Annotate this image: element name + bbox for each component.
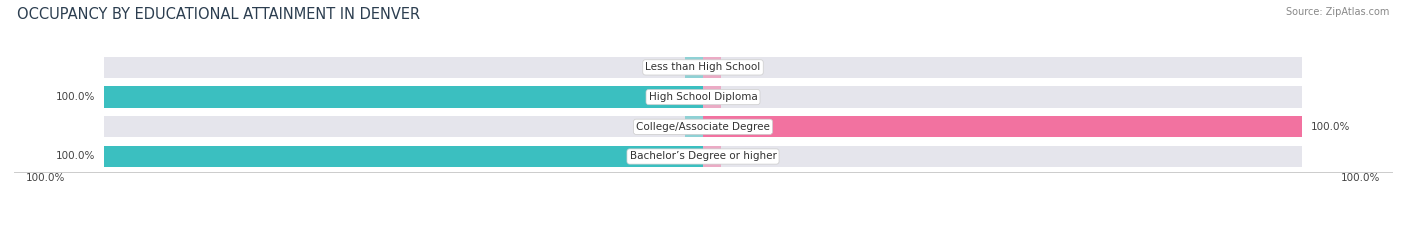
Text: Bachelor’s Degree or higher: Bachelor’s Degree or higher	[630, 151, 776, 161]
Bar	[703, 116, 1302, 137]
Text: 0.0%: 0.0%	[727, 62, 754, 72]
Text: 100.0%: 100.0%	[1340, 173, 1379, 183]
Bar	[104, 86, 1302, 108]
Bar	[685, 57, 703, 78]
Text: 100.0%: 100.0%	[56, 151, 96, 161]
Bar	[703, 146, 721, 167]
Text: Less than High School: Less than High School	[645, 62, 761, 72]
Bar	[703, 57, 721, 78]
Bar	[104, 146, 703, 167]
Bar	[104, 57, 1302, 78]
Text: 100.0%: 100.0%	[1310, 122, 1350, 132]
Bar	[685, 116, 703, 137]
Text: College/Associate Degree: College/Associate Degree	[636, 122, 770, 132]
Text: 100.0%: 100.0%	[56, 92, 96, 102]
Text: 0.0%: 0.0%	[727, 151, 754, 161]
Bar	[104, 116, 1302, 137]
Text: Source: ZipAtlas.com: Source: ZipAtlas.com	[1285, 7, 1389, 17]
Bar	[104, 86, 703, 108]
Text: 0.0%: 0.0%	[652, 62, 679, 72]
Text: 0.0%: 0.0%	[727, 92, 754, 102]
Text: 0.0%: 0.0%	[652, 122, 679, 132]
Text: 100.0%: 100.0%	[27, 173, 66, 183]
Text: OCCUPANCY BY EDUCATIONAL ATTAINMENT IN DENVER: OCCUPANCY BY EDUCATIONAL ATTAINMENT IN D…	[17, 7, 420, 22]
Text: High School Diploma: High School Diploma	[648, 92, 758, 102]
Bar	[703, 86, 721, 108]
Bar	[104, 146, 1302, 167]
